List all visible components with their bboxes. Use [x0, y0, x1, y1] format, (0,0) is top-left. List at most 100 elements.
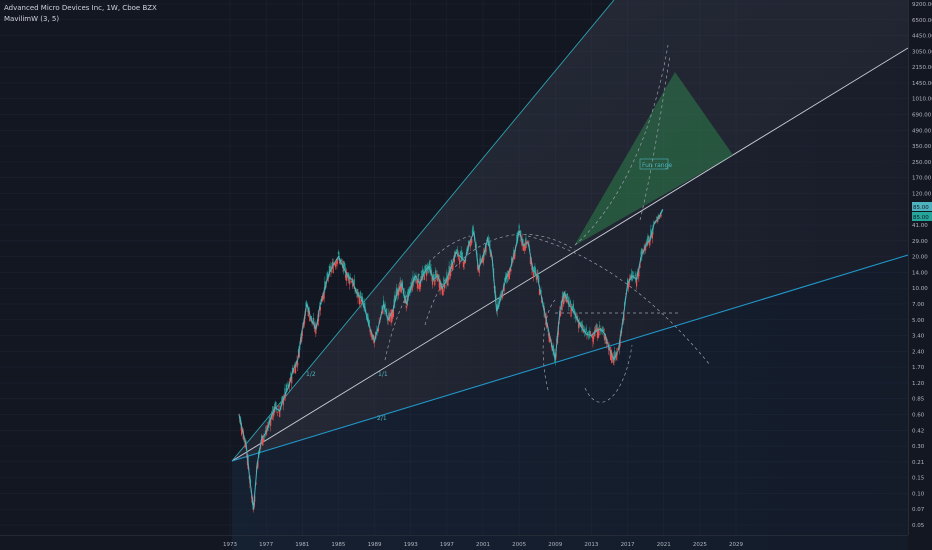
x-tick-label: 1977: [259, 542, 273, 548]
candle-body: [523, 245, 525, 251]
x-tick-label: 1997: [440, 542, 454, 548]
candle-body: [412, 275, 414, 284]
candle-body: [433, 274, 435, 278]
candle-body: [572, 305, 574, 312]
candle-body: [459, 251, 462, 256]
y-tick-label: 0.30: [912, 444, 925, 450]
candle-body: [610, 350, 612, 360]
candle-body: [587, 331, 589, 336]
candle-body: [583, 329, 585, 331]
candle-body: [328, 265, 330, 276]
y-axis[interactable]: 9200.00 6500.00 4450.00 3050.00 2150.00 1450.…: [908, 0, 932, 535]
candle-body: [356, 289, 358, 293]
y-tick-label: 0.21: [912, 460, 924, 466]
candle-body: [565, 299, 568, 303]
candle-body: [274, 402, 276, 410]
candle-body: [590, 335, 593, 337]
candle-body: [562, 292, 564, 300]
candle-body: [651, 231, 654, 239]
candle-body: [478, 265, 480, 274]
candle-body: [501, 291, 503, 294]
y-tick-label: 2150.00: [912, 65, 932, 71]
candle-body: [546, 324, 548, 328]
candle-body: [241, 427, 243, 434]
candle-body: [431, 275, 434, 285]
candle-body: [291, 367, 294, 373]
candle-body: [589, 331, 591, 335]
y-tick-label: 0.42: [912, 428, 924, 434]
candle-body: [518, 225, 520, 229]
candle-body: [257, 460, 259, 468]
candle-body: [532, 271, 535, 278]
mavilim-line: [238, 208, 664, 510]
candle-body: [534, 266, 536, 276]
candle-body: [370, 332, 373, 337]
candle-body: [291, 376, 293, 384]
candle-body: [394, 294, 396, 303]
fan-label-1-1: 1/1: [378, 371, 388, 378]
candle-body: [390, 313, 392, 323]
candle-body: [626, 279, 629, 286]
candle-body: [264, 431, 266, 434]
candle-body: [482, 258, 484, 263]
candle-body: [287, 383, 289, 388]
y-tick-label: 2.40: [912, 349, 925, 355]
candle-body: [653, 221, 655, 225]
candle-body: [383, 307, 385, 310]
candle-body: [261, 435, 263, 439]
candle-body: [462, 256, 464, 259]
candle-body: [472, 226, 474, 234]
candle-body: [417, 273, 419, 283]
candle-body: [323, 290, 325, 299]
x-tick-label: 2021: [657, 542, 671, 548]
candle-body: [639, 265, 641, 269]
candle-body: [645, 246, 647, 251]
x-tick-label: 2013: [584, 542, 598, 548]
candle-body: [496, 303, 498, 311]
candle-body: [460, 250, 462, 259]
candle-body: [513, 250, 515, 256]
candle-body: [422, 269, 424, 278]
target-label-box: [639, 158, 669, 170]
candle-body: [463, 261, 465, 265]
candle-body: [416, 280, 419, 289]
last-price-tag: 85.00 85.00: [912, 202, 932, 221]
candle-body: [602, 329, 605, 332]
y-tick-label: 10.00: [912, 286, 928, 292]
candle-body: [382, 308, 384, 314]
candle-body: [580, 322, 582, 326]
fan-lower-zone: [232, 255, 908, 550]
candle-body: [507, 274, 509, 277]
candle-body: [435, 274, 437, 277]
symbol-title[interactable]: Advanced Micro Devices Inc, 1W, Cboe BZX: [4, 4, 157, 12]
candle-body: [353, 279, 355, 289]
candle-body: [651, 235, 653, 236]
fan-upper-zone: [232, 0, 908, 461]
candle-body: [279, 409, 281, 418]
candle-body: [414, 276, 416, 279]
y-tick-label: 4450.00: [912, 34, 932, 40]
candle-body: [281, 397, 283, 402]
candle-body: [313, 326, 315, 329]
candle-body: [343, 261, 345, 271]
candle-body: [480, 260, 482, 262]
candle-body: [660, 214, 662, 217]
candle-body: [636, 277, 638, 287]
candle-body: [508, 270, 510, 280]
candle-body: [238, 414, 240, 415]
candle-body: [547, 332, 550, 336]
candle-body: [520, 230, 522, 238]
x-tick-label: 2001: [476, 542, 490, 548]
indicator-title[interactable]: MavilimW (3, 5): [4, 15, 60, 23]
candle-body: [309, 314, 311, 322]
arc-4: [542, 299, 556, 391]
candle-body: [581, 323, 583, 329]
candle-body: [442, 288, 444, 296]
candle-body: [425, 271, 428, 276]
candle-body: [498, 296, 501, 303]
candle-body: [447, 276, 449, 281]
x-tick-label: 2017: [621, 542, 635, 548]
candle-body: [401, 281, 404, 288]
arc-6: [574, 44, 669, 246]
